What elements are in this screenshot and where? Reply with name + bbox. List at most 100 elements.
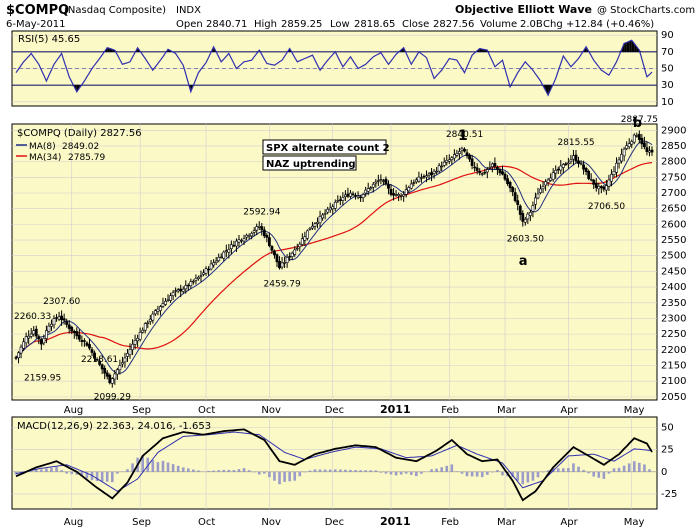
month-label: Dec — [325, 405, 344, 416]
open-value: 2840.71 — [206, 19, 247, 30]
price-bar-body — [455, 153, 459, 156]
macd-hist-bar — [617, 467, 621, 472]
macd-hist-bar — [308, 470, 312, 472]
macd-hist-bar — [100, 471, 104, 482]
price-bar-body — [465, 152, 469, 157]
price-bar-body — [50, 323, 53, 327]
macd-hist-bar — [475, 471, 479, 477]
macd-histogram — [14, 455, 651, 485]
price-bar-body — [305, 230, 309, 239]
price-bar-body — [57, 316, 61, 320]
high-value: 2859.25 — [281, 19, 322, 30]
price-bar-body — [121, 362, 124, 365]
rsi-overbought-area — [626, 41, 630, 52]
price-tick-label: 2650 — [661, 204, 686, 215]
macd-hist-bar — [607, 471, 611, 474]
price-bar-body — [224, 250, 228, 252]
price-bar-body — [146, 322, 150, 324]
macd-line — [15, 428, 653, 502]
macd-hist-bar — [364, 470, 367, 472]
price-bar-body — [577, 160, 580, 164]
price-bar-body — [52, 318, 56, 326]
price-bar-body — [412, 182, 416, 184]
price-bar-body — [602, 186, 606, 190]
price-bar-body — [521, 213, 525, 222]
price-bar-body — [427, 173, 431, 176]
price-bar-body — [498, 169, 502, 174]
price-bar-body — [534, 197, 537, 205]
price-bar-body — [283, 262, 286, 264]
macd-hist-bar — [227, 469, 231, 472]
rsi-legend: RSI(5) 45.65 — [18, 34, 80, 45]
price-bar-body — [247, 235, 251, 237]
price-bar-body — [280, 262, 284, 268]
rsi-tick-label: 30 — [661, 80, 674, 91]
open-label: Open — [176, 19, 203, 30]
macd-hist-bar — [55, 466, 58, 472]
price-annotation: 2592.94 — [243, 208, 280, 218]
price-bar-body — [463, 148, 466, 152]
price-bar-body — [531, 205, 535, 212]
macd-hist-bar — [207, 470, 210, 472]
price-bar-body — [267, 237, 271, 247]
macd-hist-bar — [293, 471, 297, 481]
macd-hist-bar — [460, 471, 464, 474]
price-bar-body — [60, 315, 64, 321]
price-bar-body — [349, 192, 352, 197]
price-bar-body — [551, 172, 555, 180]
macd-hist-bar — [354, 470, 357, 472]
rsi-tick-label: 10 — [661, 97, 674, 108]
price-tick-label: 2900 — [661, 125, 686, 136]
price-bar-body — [252, 230, 256, 233]
macd-hist-bar — [237, 469, 241, 472]
price-tick-label: 2150 — [661, 361, 686, 372]
rsi-overbought-area — [634, 43, 637, 52]
price-bar-body — [612, 171, 616, 176]
price-bar-body — [77, 334, 81, 340]
price-bar-body — [440, 165, 444, 168]
price-bar-body — [232, 244, 236, 247]
macd-hist-bar — [415, 471, 418, 477]
chg-label: Chg — [543, 19, 563, 30]
naz-trend-box — [262, 155, 357, 171]
month-label: Feb — [441, 517, 459, 528]
price-bar-body — [432, 170, 436, 174]
price-bar-body — [153, 310, 157, 315]
price-annotation: 2260.33 — [14, 312, 51, 322]
price-bar-body — [67, 324, 71, 329]
price-annotation: 2218.61 — [81, 355, 118, 365]
rsi-axis: 10 30 50 70 90 — [661, 30, 674, 108]
macd-hist-bar — [187, 468, 190, 472]
price-bar-body — [88, 344, 91, 349]
month-label: Apr — [560, 405, 578, 416]
price-bar-body — [366, 188, 370, 192]
macd-hist-bar — [288, 471, 291, 482]
price-bar-body — [387, 184, 390, 189]
price-bar-body — [559, 165, 563, 171]
price-bar-body — [333, 201, 337, 209]
wave-labels: 1 a b — [458, 116, 642, 269]
price-tick-label: 2700 — [661, 188, 686, 199]
price-bar-body — [554, 169, 558, 174]
macd-hist-bar — [121, 471, 124, 472]
price-bar-body — [496, 167, 499, 170]
price-bar-body — [123, 357, 127, 363]
price-bar-body — [72, 330, 76, 333]
rsi-line — [15, 39, 653, 97]
price-bar-body — [452, 154, 456, 159]
price-annotation: 2159.95 — [24, 373, 61, 383]
price-bar-body — [229, 244, 233, 249]
price-bar-body — [65, 321, 69, 325]
macd-hist-bar — [409, 471, 413, 475]
price-bar-body — [640, 137, 644, 145]
price-bar-body — [308, 227, 312, 230]
macd-hist-bar — [572, 463, 575, 472]
price-bar-body — [290, 252, 294, 257]
macd-hist-bar — [440, 467, 443, 472]
macd-hist-bar — [212, 470, 215, 472]
macd-hist-bar — [622, 465, 626, 472]
month-label: May — [624, 517, 645, 528]
price-bar-body — [328, 207, 332, 211]
price-bar-body — [318, 216, 322, 224]
